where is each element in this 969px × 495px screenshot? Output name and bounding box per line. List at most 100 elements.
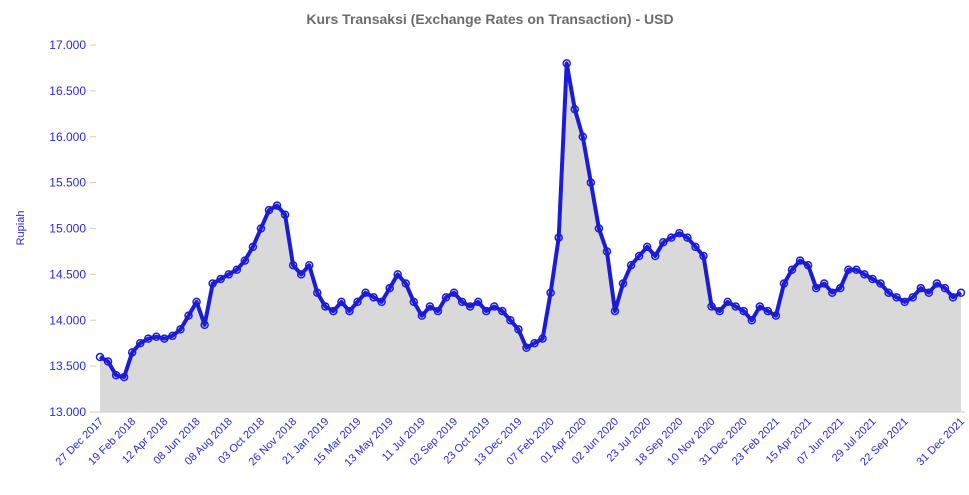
- point-marker: [144, 334, 153, 343]
- point-marker: [329, 306, 338, 316]
- point-marker: [691, 242, 700, 252]
- point-marker: [634, 251, 644, 261]
- point-marker: [304, 260, 314, 270]
- point-marker: [313, 288, 322, 297]
- point-marker: [570, 104, 580, 114]
- point-marker: [95, 352, 105, 362]
- point-marker: [763, 306, 773, 316]
- point-marker: [280, 210, 290, 219]
- point-marker: [739, 306, 748, 316]
- point-marker: [594, 224, 604, 233]
- point-marker: [610, 306, 620, 316]
- x-tick-label: 31 Dec 2021: [915, 416, 968, 469]
- point-marker: [506, 316, 515, 325]
- point-marker: [747, 316, 757, 325]
- point-marker: [667, 233, 676, 242]
- point-marker: [433, 306, 443, 316]
- point-marker: [828, 288, 837, 297]
- point-marker: [787, 265, 797, 275]
- point-marker: [916, 283, 926, 293]
- point-marker: [457, 297, 467, 307]
- point-marker: [876, 279, 885, 288]
- point-marker: [441, 293, 451, 302]
- point-marker: [377, 297, 386, 307]
- point-marker: [361, 288, 370, 297]
- line: [99, 61, 962, 380]
- point-marker: [409, 297, 419, 307]
- point-marker: [224, 270, 233, 279]
- point-marker: [811, 283, 821, 293]
- point-marker: [321, 302, 330, 311]
- point-marker: [602, 247, 612, 256]
- point-marker: [473, 297, 483, 307]
- chart-title: Kurs Transaksi (Exchange Rates on Transa…: [306, 11, 673, 27]
- point-marker: [932, 279, 942, 288]
- point-marker: [127, 348, 137, 357]
- point-marker: [844, 265, 853, 275]
- point-marker: [248, 242, 258, 252]
- point-marker: [900, 297, 909, 307]
- point-marker: [119, 372, 129, 382]
- point-marker: [578, 132, 588, 141]
- y-tick-label: 16.500: [49, 84, 86, 98]
- point-marker: [884, 288, 893, 297]
- point-marker: [135, 338, 145, 348]
- point-marker: [401, 279, 411, 288]
- point-marker: [272, 201, 282, 210]
- point-marker: [288, 260, 298, 270]
- point-marker: [337, 297, 346, 307]
- point-marker: [530, 338, 539, 348]
- point-marker: [385, 283, 394, 293]
- point-marker: [715, 306, 724, 316]
- point-marker: [642, 242, 652, 252]
- point-marker: [232, 265, 242, 275]
- point-marker: [345, 306, 354, 316]
- point-marker: [675, 228, 684, 238]
- point-marker: [699, 251, 708, 261]
- y-tick-label: 17.000: [49, 38, 86, 52]
- area: [100, 63, 961, 413]
- point-marker: [779, 279, 789, 288]
- point-marker: [369, 293, 378, 302]
- point-marker: [948, 293, 958, 302]
- point-marker: [498, 306, 507, 316]
- point-marker: [103, 357, 113, 366]
- point-marker: [554, 233, 563, 242]
- point-marker: [538, 334, 547, 343]
- point-marker: [184, 311, 193, 320]
- point-marker: [176, 325, 185, 334]
- point-marker: [723, 297, 732, 307]
- point-marker: [264, 205, 274, 215]
- point-marker: [892, 293, 901, 302]
- y-tick-label: 14.000: [49, 313, 86, 327]
- point-marker: [160, 334, 169, 343]
- point-marker: [924, 288, 934, 297]
- point-marker: [683, 233, 692, 242]
- y-tick-label: 14.500: [49, 267, 86, 281]
- point-marker: [771, 311, 781, 320]
- point-marker: [465, 302, 475, 311]
- point-marker: [803, 260, 813, 270]
- point-marker: [256, 224, 266, 233]
- point-marker: [208, 279, 217, 288]
- y-tick-label: 15.500: [49, 176, 86, 190]
- point-marker: [795, 256, 805, 265]
- point-marker: [659, 238, 668, 247]
- point-marker: [481, 306, 491, 316]
- point-marker: [860, 270, 869, 279]
- point-marker: [707, 302, 716, 311]
- point-marker: [425, 302, 435, 311]
- y-tick-label: 13.500: [49, 359, 86, 373]
- point-marker: [836, 283, 845, 293]
- point-marker: [819, 279, 829, 288]
- point-marker: [393, 270, 402, 279]
- point-marker: [417, 311, 427, 320]
- point-marker: [111, 371, 121, 380]
- point-marker: [618, 279, 628, 288]
- y-axis-label: Rupiah: [15, 211, 27, 246]
- point-marker: [168, 331, 177, 341]
- point-marker: [490, 302, 499, 311]
- point-marker: [731, 302, 740, 311]
